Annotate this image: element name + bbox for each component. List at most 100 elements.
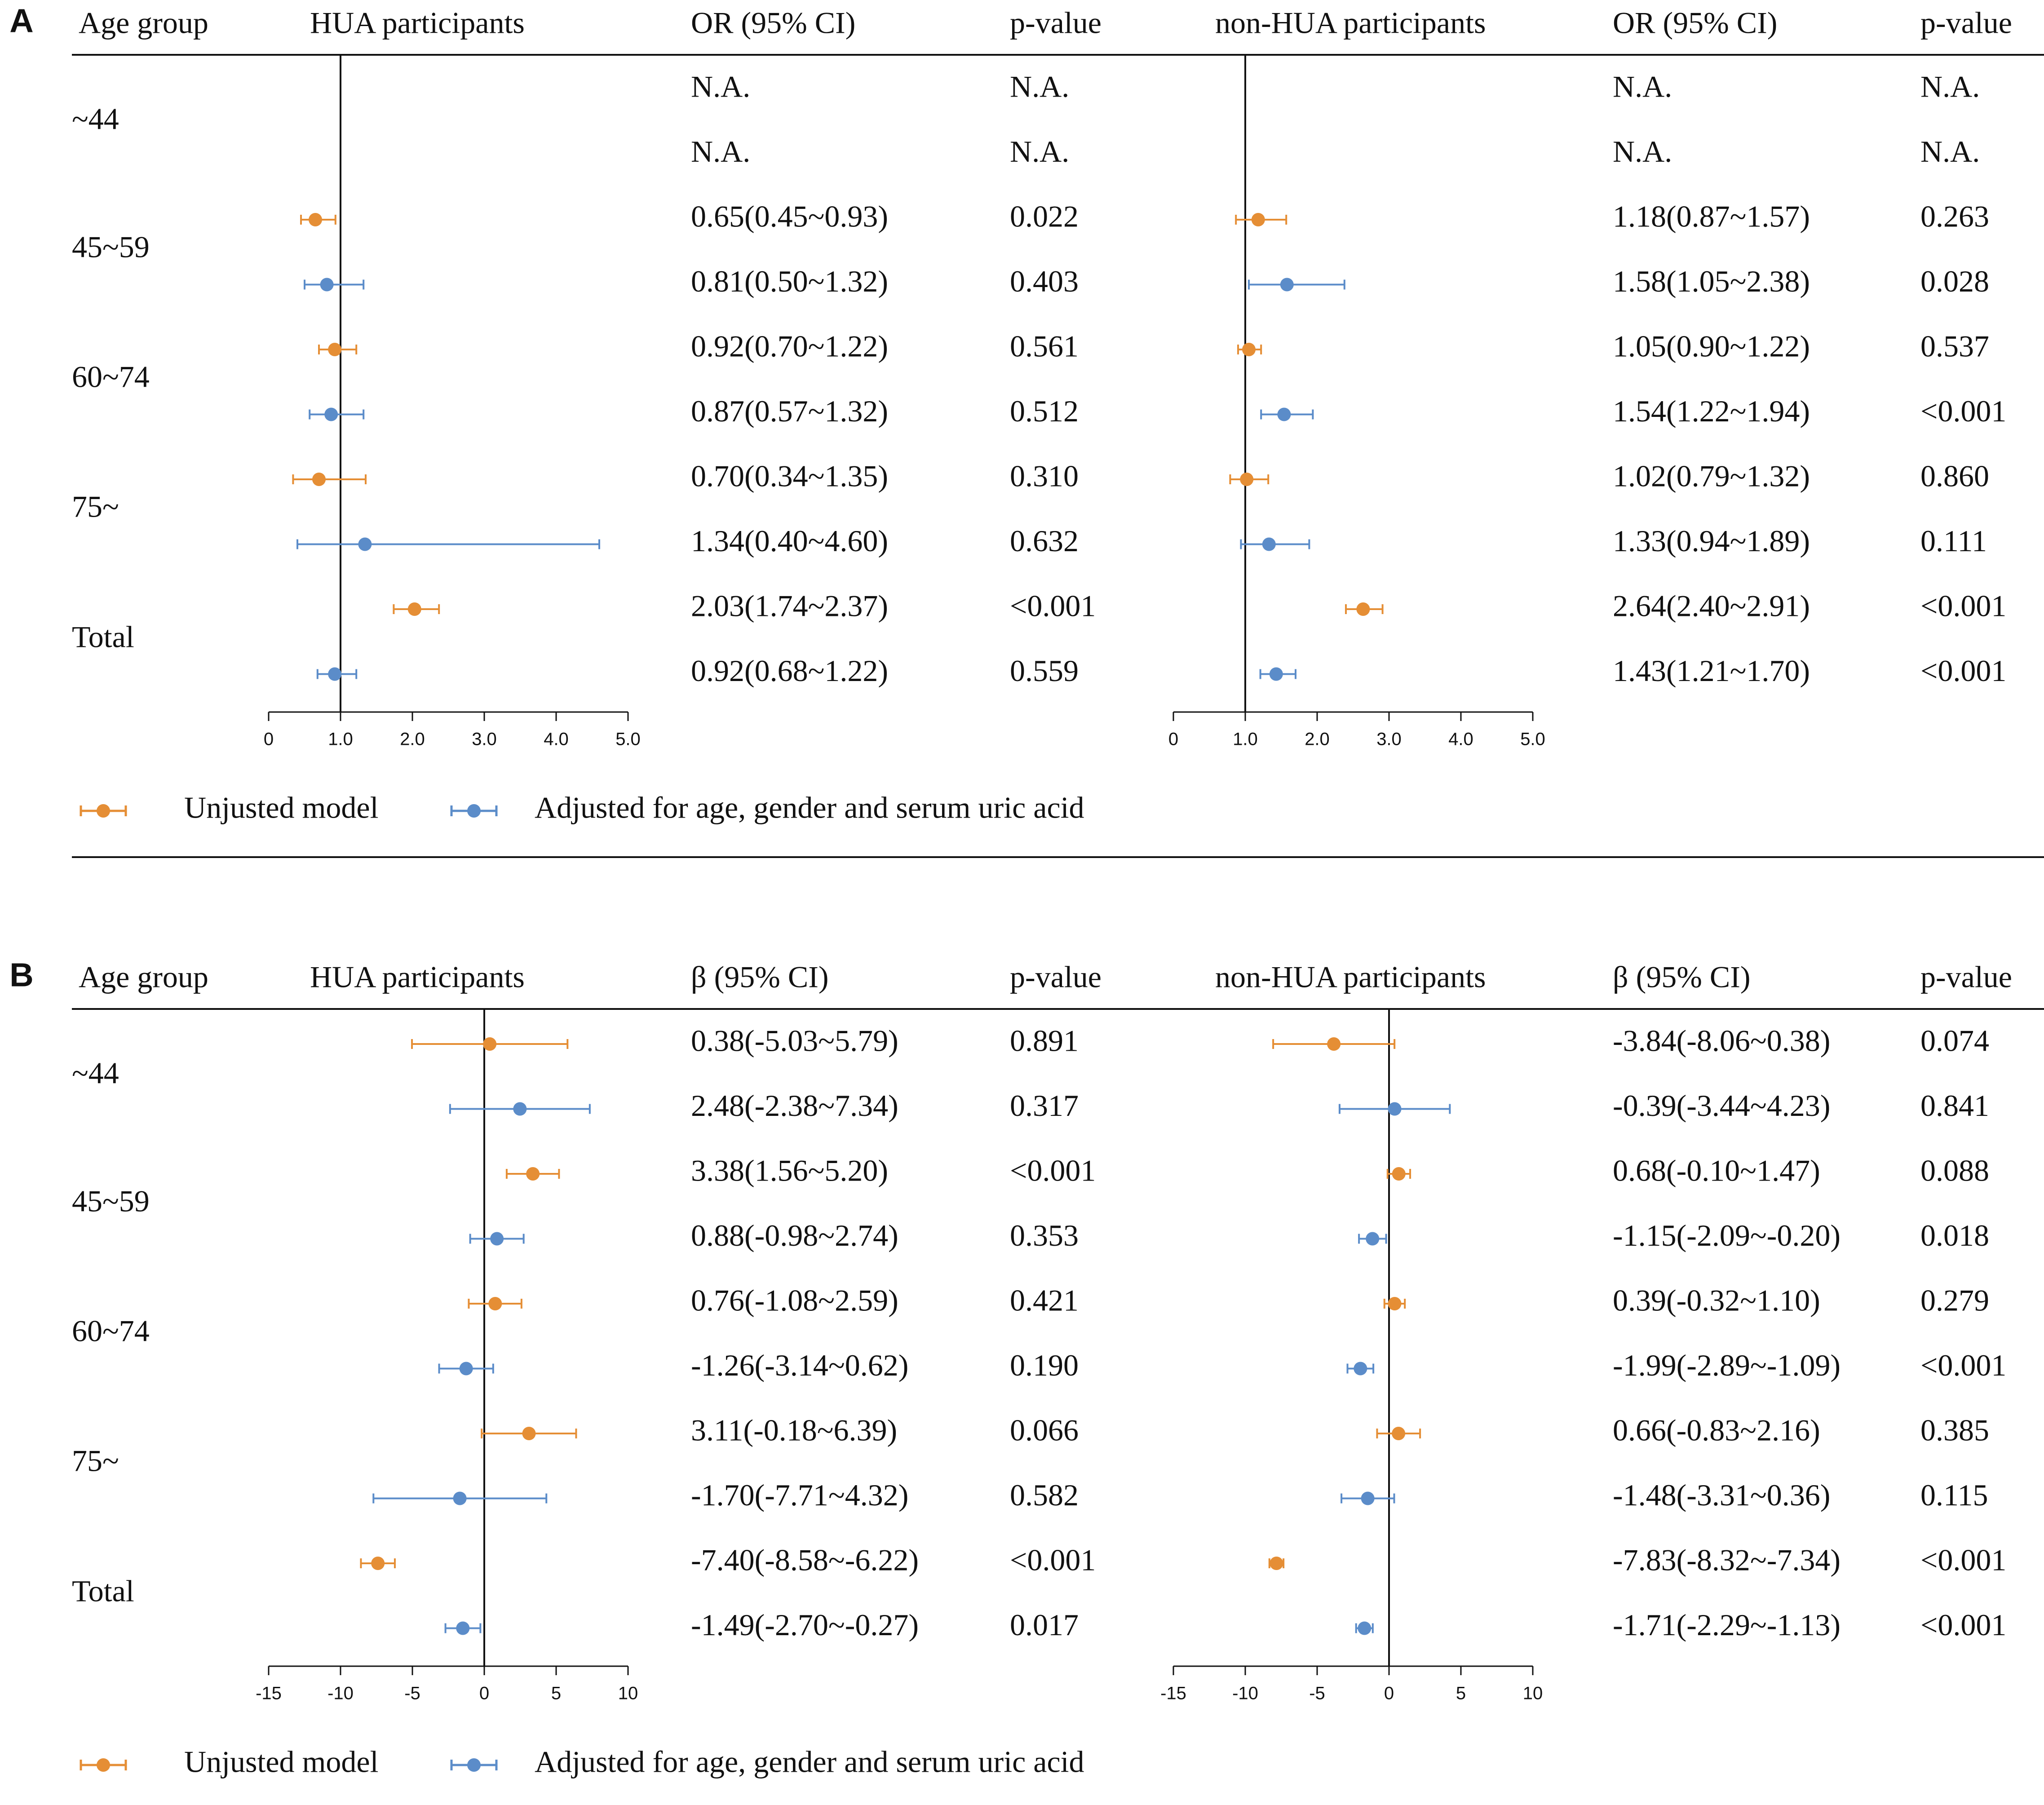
x-tick-label: 0 [479,1684,489,1703]
age-group-label: 60~74 [72,1314,150,1348]
panel-letter-a: A [9,2,33,40]
x-tick-label: 5 [1456,1684,1466,1703]
hua-estimate-value: 0.81(0.50~1.32) [691,264,888,298]
hua-p-value: <0.001 [1010,1154,1096,1188]
hua-estimate-value: 0.76(-1.08~2.59) [691,1283,898,1318]
hua-p-value: 0.582 [1010,1478,1079,1512]
point-estimate [1356,602,1370,616]
non-hua-p-value: 0.111 [1920,524,1987,558]
legend-unadjusted-icon [80,804,127,818]
point-estimate [407,602,421,616]
estimate-marker-adjusted [1341,1491,1395,1505]
age-group-label: ~44 [72,1056,119,1090]
point-estimate [453,1491,467,1505]
hua-estimate-value: -1.70(-7.71~4.32) [691,1478,908,1512]
non-hua-estimate-value: -0.39(-3.44~4.23) [1613,1088,1830,1123]
hua-p-value: 0.017 [1010,1608,1079,1642]
non-hua-estimate-value: N.A. [1613,134,1672,168]
header-hua-participants: HUA participants [310,960,525,994]
age-group-label: Total [72,1574,134,1608]
hua-p-value: 0.403 [1010,264,1079,298]
hua-estimate-value: 1.34(0.40~4.60) [691,524,888,558]
legend-adjusted-icon [450,1758,498,1772]
x-tick-label: 0 [1168,730,1178,749]
estimate-marker-adjusted [438,1362,494,1376]
x-tick-label: 10 [1523,1684,1543,1703]
hua-estimate-value: 3.38(1.56~5.20) [691,1154,888,1188]
non-hua-estimate-value: 1.33(0.94~1.89) [1613,524,1810,558]
point-estimate [324,407,338,421]
non-hua-estimate-value: 1.58(1.05~2.38) [1613,264,1810,298]
non-hua-estimate-value: N.A. [1613,70,1672,104]
x-tick-label: -10 [327,1684,354,1703]
point-estimate [522,1427,536,1440]
legend-dot [467,1758,481,1772]
estimate-marker-adjusted [1346,1362,1375,1376]
legend: Unjusted model Adjusted for age, gender a… [80,1745,1084,1779]
non-hua-p-value: N.A. [1920,70,1980,104]
legend-unadjusted-label: Unjusted model [184,791,379,825]
age-group-label: Total [72,620,134,654]
non-hua-p-value: 0.018 [1920,1218,1989,1252]
non-hua-estimate-value: 1.02(0.79~1.32) [1613,459,1810,493]
point-estimate [1354,1362,1367,1376]
x-tick-label: 5.0 [1520,730,1545,749]
point-estimate [1251,213,1265,226]
estimate-marker-unadjusted [1383,1297,1406,1310]
hua-estimate-value: 0.92(0.70~1.22) [691,329,888,363]
non-hua-estimate-value: -1.99(-2.89~-1.09) [1613,1348,1840,1382]
hua-estimate-value: N.A. [691,134,750,168]
non-hua-p-value: 0.860 [1920,459,1989,493]
point-estimate [1392,1427,1406,1440]
point-estimate [1242,343,1256,356]
estimate-marker-unadjusted [1345,602,1384,616]
x-tick-label: 0 [1384,1684,1394,1703]
non-hua-estimate-value: 0.66(-0.83~2.16) [1613,1413,1820,1447]
point-estimate [1388,1297,1402,1310]
panel-b: B Age group HUA participants β (95% CI) p-va… [9,956,2044,1779]
header-p-value-hua: p-value [1010,960,1102,994]
legend-adjusted-label: Adjusted for age, gender and serum uric … [535,1745,1084,1779]
hua-plot: -15 -10 -5 0 5 10 [256,1009,638,1703]
hua-p-value: 0.317 [1010,1088,1079,1123]
non-hua-p-value: <0.001 [1920,589,2006,623]
point-estimate [490,1232,504,1246]
estimate-marker-adjusted [316,667,358,681]
header-hua-participants: HUA participants [310,6,525,40]
point-estimate [513,1102,527,1116]
hua-p-value: 0.421 [1010,1283,1079,1318]
estimate-marker-adjusted [372,1491,548,1505]
header-age-group: Age group [79,960,208,994]
x-tick-label: -15 [1160,1684,1186,1703]
non-hua-estimate-value: 1.05(0.90~1.22) [1613,329,1810,363]
panel-letter-b: B [9,956,33,994]
hua-estimate-value: -1.49(-2.70~-0.27) [691,1608,919,1642]
hua-p-value: 0.561 [1010,329,1079,363]
estimate-marker-adjusted [1358,1232,1387,1246]
point-estimate [1269,667,1283,681]
hua-p-value: 0.512 [1010,394,1079,428]
header-non-hua-participants: non-HUA participants [1215,960,1486,994]
estimate-marker-adjusted [1338,1102,1451,1116]
point-estimate [328,667,342,681]
estimate-marker-adjusted [1259,667,1296,681]
non-hua-estimate-value: 0.39(-0.32~1.10) [1613,1283,1820,1318]
hua-p-value: 0.559 [1010,654,1079,688]
non-hua-p-value: <0.001 [1920,1543,2006,1577]
hua-p-value: 0.891 [1010,1024,1079,1058]
estimate-marker-unadjusted [360,1557,396,1570]
hua-p-value: 0.310 [1010,459,1079,493]
estimate-marker-unadjusted [1376,1427,1421,1440]
non-hua-estimate-value: -1.15(-2.09~-0.20) [1613,1218,1840,1252]
legend-dot [97,804,110,818]
point-estimate [456,1621,470,1635]
x-tick-label: -10 [1232,1684,1258,1703]
legend-adjusted-label: Adjusted for age, gender and serum uric … [535,791,1084,825]
estimate-marker-unadjusted [1229,473,1270,486]
non-hua-p-value: N.A. [1920,134,1980,168]
header-age-group: Age group [79,6,208,40]
age-group-label: 45~59 [72,230,150,264]
hua-estimate-value: 0.87(0.57~1.32) [691,394,888,428]
point-estimate [1366,1232,1380,1246]
